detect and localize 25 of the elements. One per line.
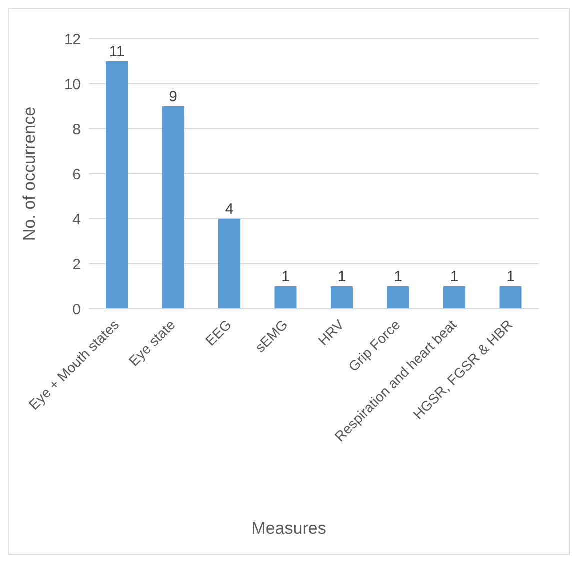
data-label: 1	[506, 268, 515, 286]
data-label: 1	[282, 268, 290, 286]
data-label: 9	[169, 88, 178, 106]
data-label: 4	[225, 201, 234, 218]
y-tick-label: 4	[72, 211, 81, 228]
bar	[387, 286, 410, 309]
x-axis-title: Measures	[250, 519, 328, 539]
data-label: 1	[450, 268, 459, 286]
y-tick-label: 0	[72, 301, 81, 318]
data-label: 1	[338, 268, 346, 286]
y-tick-label: 2	[72, 256, 81, 274]
bar	[162, 106, 184, 309]
bar	[274, 286, 297, 309]
bar	[444, 286, 466, 309]
bar	[500, 286, 522, 309]
y-tick-label: 10	[64, 76, 81, 94]
bar	[218, 219, 240, 309]
y-tick-label: 8	[72, 121, 81, 138]
y-tick-label: 6	[72, 166, 81, 184]
bar	[331, 286, 353, 309]
data-label: 1	[394, 268, 402, 286]
bar	[106, 62, 128, 309]
y-tick-label: 12	[64, 31, 81, 48]
data-label: 11	[109, 44, 125, 60]
y-axis-title: No. of occurrence	[20, 106, 40, 242]
